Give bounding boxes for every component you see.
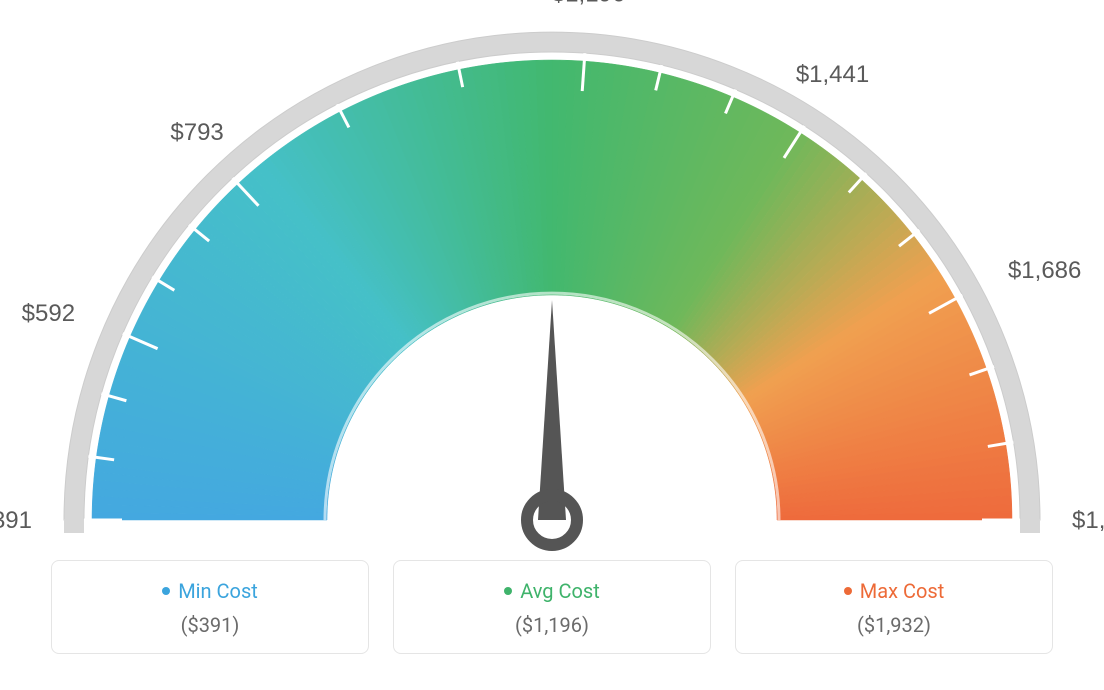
svg-text:$1,441: $1,441 [796,61,869,88]
legend-avg-label: Avg Cost [414,579,690,603]
svg-text:$1,932: $1,932 [1072,507,1104,534]
legend-max-label: Max Cost [756,579,1032,603]
svg-text:$793: $793 [170,119,223,146]
legend-min: Min Cost ($391) [51,560,369,654]
gauge-svg: $391 $592 $793 $1,196 $1,441 $1,686 $1,932 [0,0,1104,560]
svg-text:$1,686: $1,686 [1008,257,1081,284]
legend-avg-text: Avg Cost [520,579,600,603]
legend-max: Max Cost ($1,932) [735,560,1053,654]
dot-icon [504,587,512,595]
legend: Min Cost ($391) Avg Cost ($1,196) Max Co… [0,560,1104,654]
legend-min-label: Min Cost [72,579,348,603]
legend-max-text: Max Cost [860,579,945,603]
dot-icon [844,587,852,595]
svg-text:$592: $592 [22,300,75,327]
svg-text:$1,196: $1,196 [552,0,625,7]
svg-text:$391: $391 [0,507,32,534]
cost-gauge: $391 $592 $793 $1,196 $1,441 $1,686 $1,932 [0,0,1104,560]
legend-min-text: Min Cost [178,579,258,603]
legend-min-value: ($391) [72,613,348,637]
legend-avg-value: ($1,196) [414,613,690,637]
legend-avg: Avg Cost ($1,196) [393,560,711,654]
legend-max-value: ($1,932) [756,613,1032,637]
dot-icon [162,587,170,595]
